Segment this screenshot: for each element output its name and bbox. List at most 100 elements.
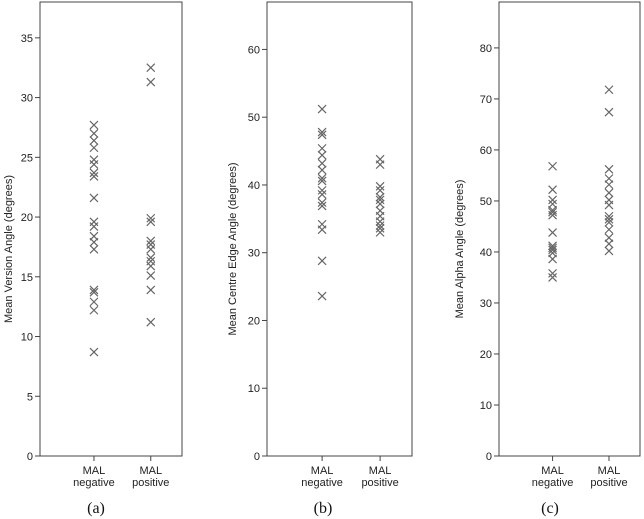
data-point xyxy=(604,217,614,227)
data-point xyxy=(317,256,327,266)
y-tick-label: 20 xyxy=(480,349,492,361)
data-point xyxy=(89,297,99,307)
y-tick-label: 0 xyxy=(486,451,492,463)
data-point xyxy=(375,181,385,191)
data-point xyxy=(375,217,385,226)
data-point xyxy=(89,120,99,130)
x-tick-label-line: MAL xyxy=(139,465,162,477)
data-point xyxy=(89,305,99,315)
chart-panel-2: 0 10 20 30 40 50 60 Mean Centre Edge Angle (deg… xyxy=(227,1,413,517)
data-point xyxy=(89,160,99,169)
y-tick-label: 10 xyxy=(21,332,33,344)
data-point xyxy=(317,225,327,235)
data-point xyxy=(89,136,99,146)
y-tick-label: 80 xyxy=(480,43,492,55)
y-tick-label: 70 xyxy=(480,94,492,106)
data-point xyxy=(146,217,156,227)
data-point xyxy=(604,200,614,210)
data-point xyxy=(317,143,327,153)
y-tick-label: 30 xyxy=(480,298,492,310)
data-point xyxy=(604,214,614,224)
data-point xyxy=(146,77,156,87)
data-point xyxy=(317,198,327,207)
data-point xyxy=(89,168,99,178)
data-point xyxy=(146,317,156,327)
x-tick-label: MAL negative xyxy=(532,465,574,489)
data-point xyxy=(548,228,558,237)
data-point xyxy=(317,165,327,175)
data-point xyxy=(548,241,558,251)
x-tick-label-line: positive xyxy=(132,477,169,489)
y-axis-label: Mean Centre Edge Angle (degrees) xyxy=(227,162,239,335)
data-point xyxy=(548,161,558,171)
data-point xyxy=(317,185,327,195)
data-point xyxy=(317,127,327,137)
data-point xyxy=(375,192,385,202)
x-tick-label: MAL positive xyxy=(132,465,169,489)
x-tick-label: MAL negative xyxy=(73,465,115,489)
data-point xyxy=(146,213,156,223)
x-tick-label-line: MAL xyxy=(598,465,621,477)
y-tick-label: 40 xyxy=(248,180,260,192)
data-point xyxy=(146,285,156,295)
data-point xyxy=(548,273,558,282)
data-point xyxy=(146,253,156,263)
chart-panel-1: 0 5 10 15 20 25 30 35 Mean Version Angle (degree… xyxy=(3,1,183,517)
x-tick-label: MAL positive xyxy=(361,465,398,489)
data-point xyxy=(317,150,327,160)
x-tick-label-line: negative xyxy=(532,477,574,489)
plot-frame xyxy=(39,1,183,457)
y-tick-label: 25 xyxy=(21,152,33,164)
y-tick-label: 10 xyxy=(480,400,492,412)
data-point xyxy=(604,246,614,256)
data-point xyxy=(317,173,327,183)
plot-frame xyxy=(266,1,413,457)
data-point xyxy=(89,193,99,203)
data-point xyxy=(146,236,156,246)
x-tick-label-line: positive xyxy=(361,477,398,489)
y-tick-label: 30 xyxy=(21,93,33,105)
data-point xyxy=(375,223,385,233)
y-axis-label: Mean Version Angle (degrees) xyxy=(3,175,15,323)
y-tick-label: 50 xyxy=(248,112,260,124)
x-tick-label: MAL positive xyxy=(590,465,627,489)
data-point xyxy=(604,225,614,234)
data-point xyxy=(604,85,614,95)
x-tick-label: MAL negative xyxy=(301,465,343,489)
data-point xyxy=(548,245,558,255)
panel-caption: (a) xyxy=(87,500,105,517)
y-tick-label: 0 xyxy=(27,451,33,463)
y-tick-label: 20 xyxy=(248,315,260,327)
data-point xyxy=(89,143,99,153)
data-point xyxy=(89,287,99,297)
data-point xyxy=(317,190,327,199)
x-tick-label-line: negative xyxy=(301,477,343,489)
data-point xyxy=(146,271,156,281)
data-point xyxy=(375,227,385,237)
x-tick-label-line: MAL xyxy=(369,465,392,477)
data-point xyxy=(604,180,614,190)
data-point xyxy=(89,128,99,138)
plot-frame xyxy=(498,1,641,457)
x-tick-label-line: negative xyxy=(73,477,115,489)
data-point xyxy=(375,160,385,170)
y-axis-label: Mean Alpha Angle (degrees) xyxy=(454,180,466,319)
data-point xyxy=(89,285,99,295)
panel-caption: (c) xyxy=(541,500,559,517)
data-point xyxy=(317,158,327,168)
y-tick-label: 5 xyxy=(27,391,33,403)
data-point xyxy=(375,221,385,231)
data-point xyxy=(317,201,327,211)
data-point xyxy=(89,244,99,254)
y-tick-label: 40 xyxy=(480,247,492,259)
y-tick-label: 15 xyxy=(21,272,33,284)
chart-panel-3: 0 10 20 30 40 50 60 70 80 Mean Alpha Angle (degre… xyxy=(454,1,641,517)
data-point xyxy=(548,185,558,195)
data-point xyxy=(146,244,156,254)
data-point xyxy=(548,207,558,217)
data-point xyxy=(317,176,327,186)
data-point xyxy=(375,185,385,195)
data-point xyxy=(89,222,99,232)
data-point xyxy=(146,261,156,271)
x-tick-label-line: MAL xyxy=(311,465,334,477)
